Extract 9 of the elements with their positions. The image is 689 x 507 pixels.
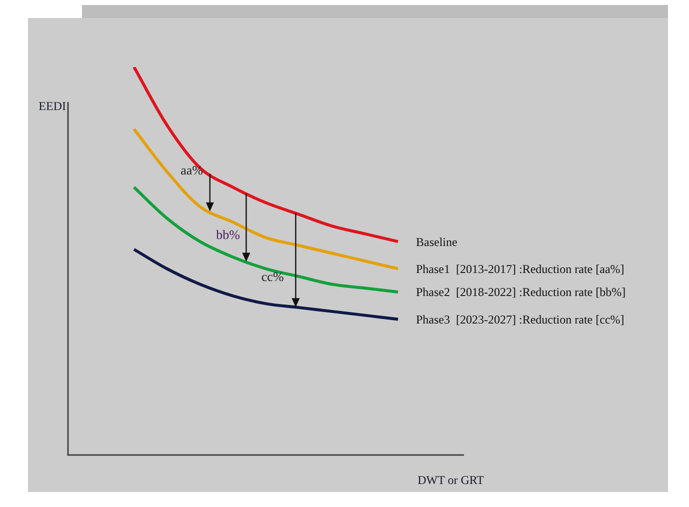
annotation: bb% — [216, 226, 240, 242]
x-axis-title: DWT or GRT — [418, 473, 485, 488]
y-axis-title: EEDI — [38, 99, 66, 114]
annotation: cc% — [261, 269, 284, 284]
series-label: Phase1 [2013-2017] :Reduction rate [aa%] — [416, 262, 624, 276]
series-label: Phase3 [2023-2027] :Reduction rate [cc%] — [416, 312, 624, 326]
annotation: aa% — [180, 162, 204, 178]
series-label: Baseline — [416, 234, 458, 249]
series-label: Phase2 [2018-2022] :Reduction rate [bb%] — [416, 285, 626, 300]
